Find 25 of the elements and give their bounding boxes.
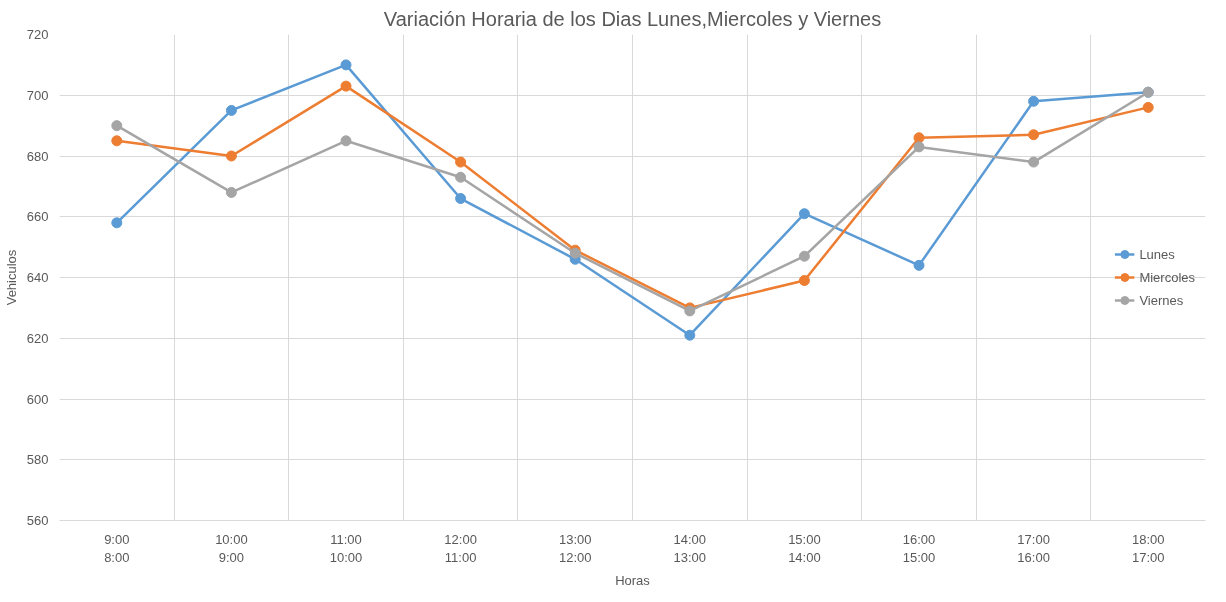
y-tick-label: 700 [26,87,49,103]
y-axis-title: Vehiculos [3,249,19,306]
x-tick-label: 15:00 14:00 [788,531,821,565]
chart-title: Variación Horaria de los Dias Lunes,Miercoles y Viernes [383,7,882,30]
x-tick-label: 12:00 11:00 [444,531,477,565]
x-tick-label: 17:00 16:00 [1017,531,1050,565]
y-tick-label: 640 [26,270,49,285]
y-tick-label: 580 [26,452,49,468]
x-tick-label: 9:00 8:00 [104,531,130,565]
x-tick-label: 16:00 15:00 [902,531,936,565]
x-tick-label: 13:00 12:00 [558,531,592,565]
y-tick-label: 600 [26,391,49,407]
legend-label: Lunes [1139,246,1175,262]
legend-label: Miercoles [1139,269,1195,285]
x-tick-label: 11:00 10:00 [329,531,363,565]
y-tick-label: 560 [26,513,49,528]
y-tick-label: 680 [26,148,49,164]
x-tick-label: 10:00 9:00 [215,531,248,565]
y-tick-label: 660 [26,209,49,225]
x-tick-label: 14:00 13:00 [673,531,707,565]
y-tick-label: 620 [26,330,49,346]
y-tick-label: 720 [26,27,49,42]
legend-label: Viernes [1139,292,1184,308]
x-tick-label: 18:00 17:00 [1131,531,1165,565]
x-axis-title: Horas [615,572,651,588]
